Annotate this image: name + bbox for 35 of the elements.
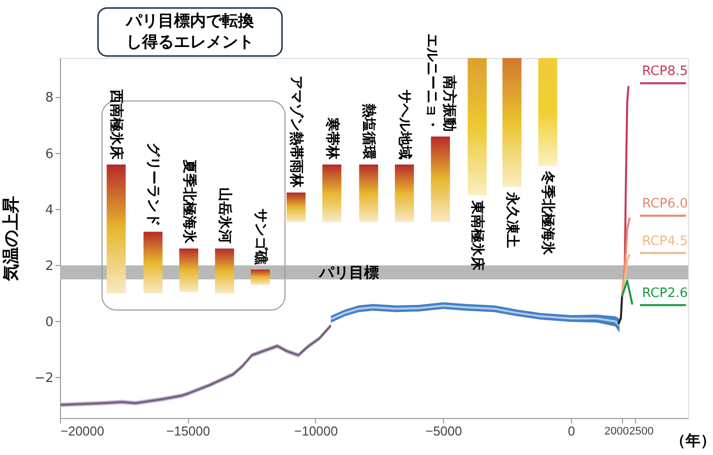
x-tick-label: −5000 — [425, 424, 462, 438]
y-tick-label: 0 — [45, 314, 54, 330]
y-tick-label: 4 — [45, 202, 54, 218]
y-tick-label: −2 — [34, 370, 54, 386]
annotation: 東南極氷床 — [469, 199, 486, 272]
annotation: 寒帯林 — [324, 116, 341, 160]
x-axis-title: （年） — [670, 432, 713, 450]
y-tick-label: 6 — [45, 146, 54, 162]
x-tick-label: −15000 — [166, 424, 210, 438]
annotation: グリーランド — [145, 142, 161, 227]
series-label: RCP6.0 — [642, 196, 688, 212]
x-tick-label: 2000 — [604, 426, 629, 438]
series-label: RCP8.5 — [642, 64, 688, 80]
x-tick-label: −10000 — [294, 424, 338, 438]
y-tick-label: 8 — [45, 90, 54, 106]
annotation: アマゾン熱帯雨林 — [288, 75, 304, 188]
line-series — [330, 304, 621, 327]
x-tick-label: 0 — [568, 424, 576, 438]
x-tick-label: −20000 — [60, 424, 104, 438]
annotation: 西南極氷床 — [108, 88, 126, 160]
annotation: 山岳氷河 — [216, 188, 234, 244]
annotation: サンゴ礁 — [252, 208, 268, 266]
annotation: 冬季北極海氷 — [540, 170, 557, 256]
series-label: RCP4.5 — [642, 234, 688, 249]
annotation: エルニーニョ・南方振動 — [424, 33, 458, 132]
x-tick-label: 2500 — [629, 426, 654, 438]
y-axis-title: 気温の上昇 — [2, 196, 22, 282]
annotation: サヘル地域 — [396, 89, 412, 160]
annotation: 熱塩循環 — [360, 102, 377, 160]
annotation: 夏季北極海氷 — [180, 158, 198, 245]
y-tick-label: 2 — [45, 258, 54, 274]
annotation: 永久凍土 — [504, 190, 521, 248]
band-label: パリ目標 — [318, 263, 379, 282]
text: パリ目標内で転換し得るエレメント — [125, 11, 255, 51]
series-label: RCP2.6 — [642, 286, 688, 302]
